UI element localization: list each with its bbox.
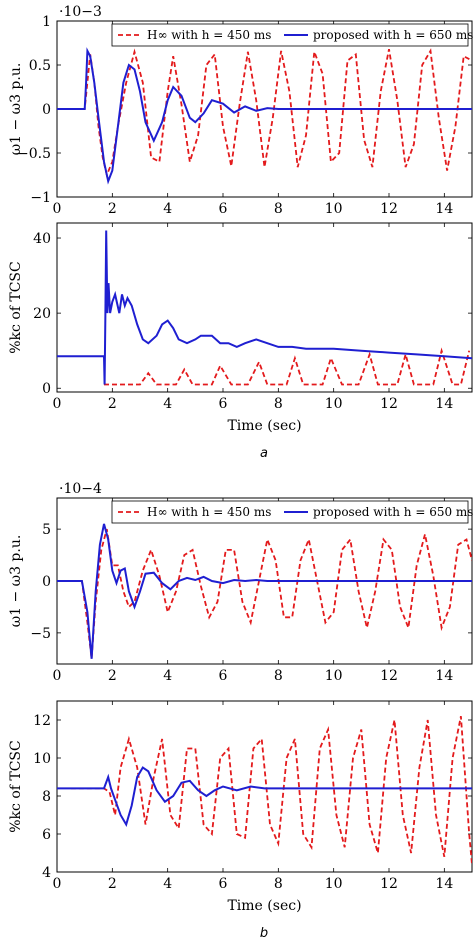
y-tick-label: −5	[30, 626, 51, 642]
x-tick-label: 6	[219, 876, 228, 892]
y-tick-label: 0	[42, 574, 51, 590]
panel-a-top-chart: 0 2 4 6 8 10 12 14 −1 −0.5 0 0.5 1 ·10−3 ω1 − ω3 p.u. H…	[8, 4, 473, 217]
x-tick-label: 0	[53, 668, 62, 684]
x-tick-label: 2	[108, 876, 117, 892]
y-axis-title: ω1 − ω3 p.u.	[8, 63, 24, 156]
y-tick-label: 4	[42, 865, 51, 881]
panel-b-bottom-chart: 0 2 4 6 8 10 12 14 4 6 8 10 12 %kc of TCSC Time (sec)	[8, 700, 473, 914]
y-tick-label: 0	[42, 102, 51, 118]
series-line-proposed	[57, 523, 472, 659]
plot-frame	[56, 222, 473, 393]
series-line-proposed	[57, 766, 472, 828]
y-tick-label: 6	[42, 827, 51, 843]
panel-b-top-chart: 0 2 4 6 8 10 12 14 −5 0 5 ·10−4 ω1 − ω3 p.u. H∞ with …	[8, 481, 473, 684]
y-tick-label: 1	[42, 14, 51, 30]
x-tick-label: 12	[380, 876, 398, 892]
x-tick-label: 6	[219, 396, 228, 412]
x-tick-label: 14	[435, 876, 453, 892]
panel-a-bottom-chart: 0 2 4 6 8 10 12 14 0 20 40 %kc of TCSC Time (sec)	[8, 222, 473, 434]
x-tick-label: 2	[108, 396, 117, 412]
x-tick-label: 10	[325, 668, 343, 684]
plot-frame	[56, 700, 473, 873]
y-tick-label: 12	[33, 713, 51, 729]
legend: H∞ with h = 450 ms proposed with h = 650 …	[111, 500, 473, 524]
x-tick-label: 10	[325, 876, 343, 892]
x-tick-label: 4	[163, 201, 172, 217]
y-axis-title: %kc of TCSC	[8, 261, 24, 354]
y-tick-label: 0.5	[29, 58, 51, 74]
x-tick-label: 12	[380, 396, 398, 412]
series-line-proposed	[57, 47, 472, 185]
y-tick-label: 8	[42, 789, 51, 805]
y-tick-label: 0	[42, 381, 51, 397]
x-tick-label: 0	[53, 396, 62, 412]
x-tick-label: 14	[435, 396, 453, 412]
x-tick-label: 6	[219, 201, 228, 217]
y-tick-label: −0.5	[17, 146, 51, 162]
series-line-hinf	[70, 716, 472, 865]
x-tick-label: 14	[435, 668, 453, 684]
legend: H∞ with h = 450 ms proposed with h = 650 …	[111, 23, 473, 47]
y-tick-label: 5	[42, 522, 51, 538]
x-tick-label: 8	[274, 668, 283, 684]
x-tick-label: 4	[163, 396, 172, 412]
y-tick-label: 40	[33, 231, 51, 247]
x-tick-label: 0	[53, 201, 62, 217]
x-tick-label: 4	[163, 668, 172, 684]
series-line-proposed	[57, 230, 472, 385]
y-tick-label: 10	[33, 751, 51, 767]
x-tick-label: 8	[274, 876, 283, 892]
x-tick-label: 6	[219, 668, 228, 684]
series-line-hinf	[104, 347, 471, 386]
x-tick-label: 14	[435, 201, 453, 217]
legend-label-hinf: H∞ with h = 450 ms	[147, 505, 271, 519]
figure-label-b: b	[260, 926, 268, 941]
y-axis-exponent: ·10−3	[59, 4, 102, 20]
x-tick-label: 12	[380, 201, 398, 217]
legend-label-proposed: proposed with h = 650 ms	[313, 505, 473, 519]
x-axis-title: Time (sec)	[227, 418, 301, 434]
y-axis-title: ω1 − ω3 p.u.	[8, 535, 24, 628]
y-tick-label: −1	[30, 190, 51, 206]
series-line-hinf	[57, 48, 472, 178]
x-tick-label: 10	[325, 201, 343, 217]
x-tick-label: 12	[380, 668, 398, 684]
x-tick-label: 8	[274, 201, 283, 217]
legend-label-hinf: H∞ with h = 450 ms	[147, 28, 271, 42]
y-tick-label: 20	[33, 306, 51, 322]
x-tick-label: 0	[53, 876, 62, 892]
legend-label-proposed: proposed with h = 650 ms	[313, 28, 473, 42]
x-tick-label: 8	[274, 396, 283, 412]
y-axis-exponent: ·10−4	[59, 481, 102, 497]
x-axis-title: Time (sec)	[227, 898, 301, 914]
x-tick-label: 2	[108, 668, 117, 684]
figure-label-a: a	[260, 446, 268, 461]
y-axis-title: %kc of TCSC	[8, 740, 24, 833]
series-line-hinf	[57, 528, 472, 659]
x-tick-label: 4	[163, 876, 172, 892]
x-tick-label: 2	[108, 201, 117, 217]
x-tick-label: 10	[325, 396, 343, 412]
